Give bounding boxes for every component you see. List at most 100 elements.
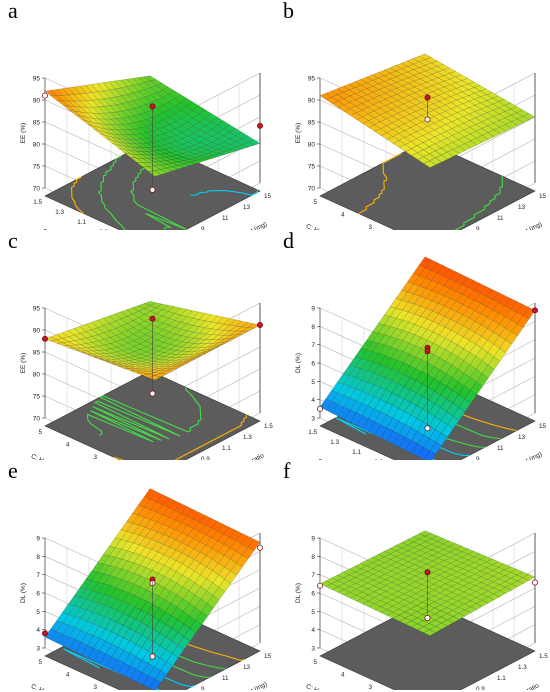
x-tick-label: 15: [539, 193, 547, 200]
z-tick-label: 4: [36, 627, 40, 634]
surface-facet: [247, 539, 261, 551]
z-tick-label: 85: [33, 120, 41, 127]
design-point: [532, 307, 538, 314]
contour-line: [167, 636, 245, 662]
z-tick-label: 95: [33, 306, 41, 313]
z-tick-label: 90: [33, 98, 41, 105]
contour-line: [454, 175, 504, 230]
panel-label: a: [8, 0, 18, 23]
z-tick-label: 9: [311, 536, 315, 543]
z-tick-label: 3: [311, 646, 315, 653]
y-tick-label: 3: [93, 454, 97, 460]
x-tick-label: 1.1: [497, 675, 506, 682]
design-point: [424, 425, 431, 432]
design-point: [42, 92, 48, 99]
x-tick-label: 15: [264, 193, 272, 200]
design-point: [257, 122, 263, 129]
y-tick-label: 1.3: [330, 439, 339, 446]
y-tick-label: 4: [341, 672, 345, 679]
x-axis-label: A: BH content (mg): [491, 451, 543, 460]
z-tick-label: 80: [33, 372, 41, 379]
x-axis-label: A: BH content (mg): [491, 221, 543, 230]
z-tick-label: 7: [311, 572, 315, 579]
panel-label: e: [8, 458, 18, 483]
z-tick-label: 7: [311, 342, 315, 349]
z-tick-label: 6: [311, 361, 315, 368]
x-tick-label: 9: [201, 686, 205, 690]
design-point: [317, 582, 323, 589]
y-tick-label: 1.1: [352, 449, 361, 456]
z-tick-label: 9: [36, 536, 40, 543]
contour-line: [86, 387, 202, 443]
y-axis-label: C: Hydration volume (mL): [305, 223, 376, 230]
design-point: [149, 186, 156, 193]
z-tick-label: 4: [311, 397, 315, 404]
y-tick-label: 4: [66, 442, 70, 449]
z-tick-label: 85: [33, 350, 41, 357]
design-point: [257, 544, 263, 551]
z-tick-label: 3: [36, 646, 40, 653]
z-tick-label: 75: [33, 394, 41, 401]
x-tick-label: 13: [243, 664, 251, 671]
z-axis-label: DL (%): [295, 583, 302, 603]
x-tick-label: 13: [518, 434, 526, 441]
design-point: [149, 653, 156, 660]
z-tick-label: 90: [33, 328, 41, 335]
surface-facet: [522, 574, 536, 581]
z-tick-label: 5: [36, 609, 40, 616]
z-tick-label: 3: [311, 416, 315, 423]
z-tick-label: 4: [311, 627, 315, 634]
y-tick-label: 3: [368, 224, 372, 230]
design-point: [149, 390, 156, 397]
design-point: [149, 103, 156, 110]
surface-facet: [522, 113, 536, 120]
design-point: [149, 315, 156, 322]
z-tick-label: 8: [36, 554, 40, 561]
z-tick-label: 9: [311, 306, 315, 313]
y-tick-label: 0.9: [374, 459, 383, 460]
x-axis-label: B: Oil-water ratio: [219, 452, 266, 460]
y-tick-label: 4: [66, 672, 70, 679]
x-tick-label: 11: [222, 215, 229, 222]
x-tick-label: 13: [243, 204, 251, 211]
x-tick-label: 15: [539, 423, 547, 430]
panel-label: d: [283, 228, 294, 253]
surface-facet: [522, 307, 536, 319]
z-axis-label: DL (%): [20, 583, 27, 603]
panel-label: b: [283, 0, 294, 23]
z-tick-label: 70: [33, 416, 41, 423]
z-tick-label: 95: [33, 76, 41, 83]
z-tick-label: 80: [33, 142, 41, 149]
contour-line: [190, 189, 258, 196]
x-axis-label: B: Oil-water ratio: [494, 682, 541, 690]
design-point: [424, 94, 431, 101]
x-tick-label: 9: [476, 456, 480, 460]
z-tick-label: 8: [311, 554, 315, 561]
z-tick-label: 5: [311, 379, 315, 386]
design-point: [42, 335, 48, 342]
x-tick-label: 11: [497, 445, 504, 452]
x-tick-label: 1.1: [222, 445, 231, 452]
contour-line: [113, 414, 247, 460]
x-axis-label: A: BH content (mg): [216, 681, 268, 690]
z-axis-label: DL (%): [295, 353, 302, 373]
contour-line: [97, 155, 126, 230]
x-tick-label: 11: [497, 215, 504, 222]
z-tick-label: 6: [36, 591, 40, 598]
z-tick-label: 75: [308, 164, 316, 171]
x-axis-label: A: BH content (mg): [216, 221, 268, 230]
y-tick-label: 0.9: [99, 229, 108, 230]
x-tick-label: 0.9: [476, 686, 485, 690]
contour-line: [335, 417, 437, 460]
z-axis-label: EE (%): [20, 123, 27, 144]
z-tick-label: 7: [36, 572, 40, 579]
z-tick-label: 6: [311, 591, 315, 598]
y-axis-label: C: Hydration volume (mL): [305, 683, 376, 690]
x-tick-label: 1.5: [264, 423, 273, 430]
